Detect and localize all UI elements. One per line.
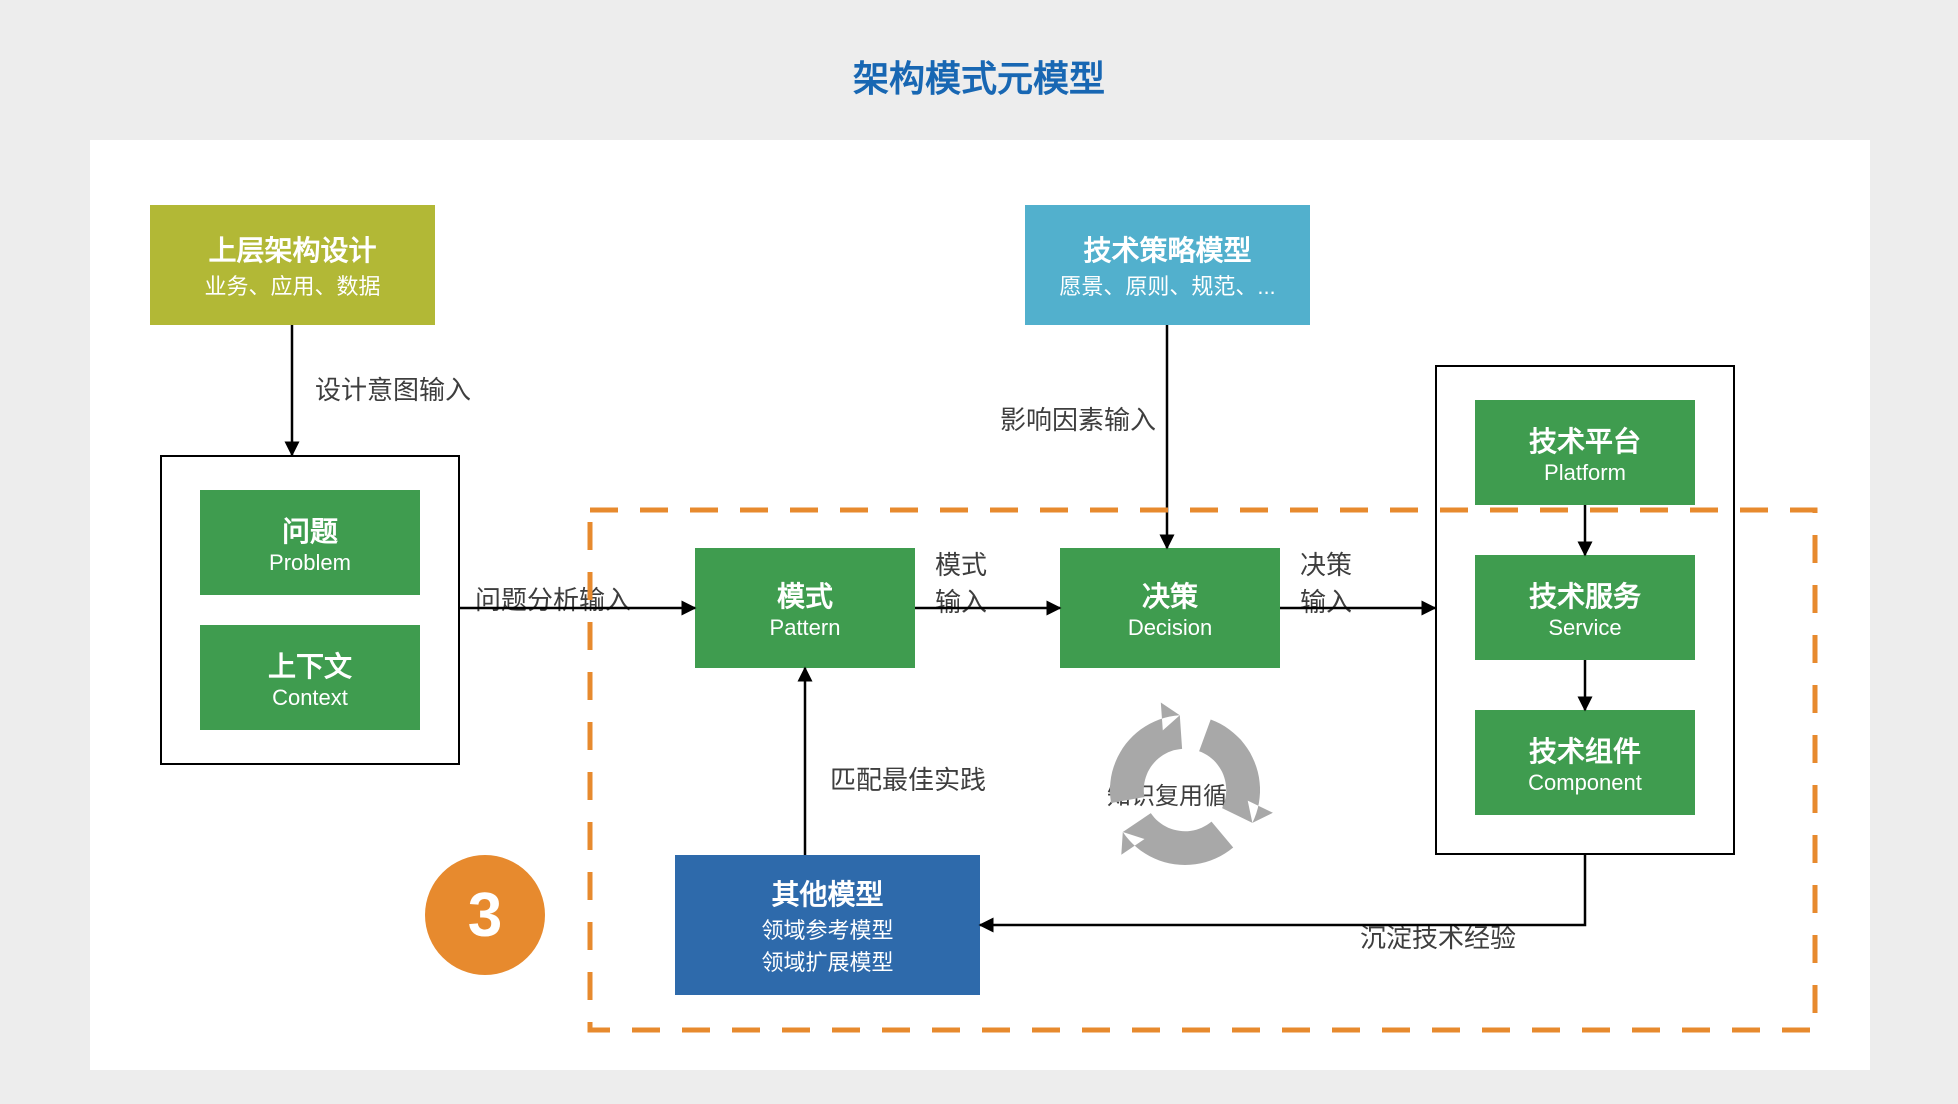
node-title: 问题 [282,510,338,550]
label-line2: 输入 [1300,587,1352,617]
label-problem-analysis: 问题分析输入 [475,580,631,617]
diagram-root: 架构模式元模型 上层架构设计 业务、应用、数据 技术策略模型 愿景、原则、规范、… [0,0,1958,1104]
node-title: 模式 [777,575,833,615]
label-pattern-input: 模式 输入 [935,545,987,619]
node-title: 技术服务 [1529,575,1641,615]
node-sub2: 领域扩展模型 [761,945,893,977]
node-problem: 问题 Problem [200,490,420,595]
node-title: 上下文 [268,645,352,685]
label-match-best-practice: 匹配最佳实践 [830,760,986,797]
node-sub: 愿景、原则、规范、... [1059,269,1275,301]
label-line2: 输入 [935,587,987,617]
node-title: 技术组件 [1529,730,1641,770]
node-sub: Platform [1544,460,1626,486]
label-knowledge-cycle: 知识复用循环 [1107,776,1251,811]
label-line1: 决策 [1300,550,1352,580]
node-sub: Decision [1128,615,1212,641]
node-sub: 业务、应用、数据 [204,269,380,301]
node-sub: Pattern [770,615,841,641]
label-influence-input: 影响因素输入 [1000,400,1156,437]
node-other-models: 其他模型 领域参考模型 领域扩展模型 [675,855,980,995]
node-sub: 领域参考模型 [761,913,893,945]
node-pattern: 模式 Pattern [695,548,915,668]
label-decision-input: 决策 输入 [1300,545,1352,619]
node-title: 上层架构设计 [208,229,376,269]
node-title: 技术策略模型 [1083,229,1251,269]
node-title: 技术平台 [1529,420,1641,460]
node-context: 上下文 Context [200,625,420,730]
node-tech-strategy: 技术策略模型 愿景、原则、规范、... [1025,205,1310,325]
label-precipitate-experience: 沉淀技术经验 [1360,918,1516,955]
node-sub: Service [1548,615,1621,641]
label-design-intent: 设计意图输入 [315,370,471,407]
node-title: 决策 [1142,575,1198,615]
node-sub: Component [1528,770,1642,796]
node-tech-component: 技术组件 Component [1475,710,1695,815]
page-title: 架构模式元模型 [0,50,1958,102]
label-line1: 模式 [935,550,987,580]
node-title: 其他模型 [771,873,883,913]
node-tech-platform: 技术平台 Platform [1475,400,1695,505]
node-tech-service: 技术服务 Service [1475,555,1695,660]
node-decision: 决策 Decision [1060,548,1280,668]
step-badge-3: 3 [425,855,545,975]
node-sub: Context [272,685,348,711]
node-upper-design: 上层架构设计 业务、应用、数据 [150,205,435,325]
node-sub: Problem [269,550,351,576]
